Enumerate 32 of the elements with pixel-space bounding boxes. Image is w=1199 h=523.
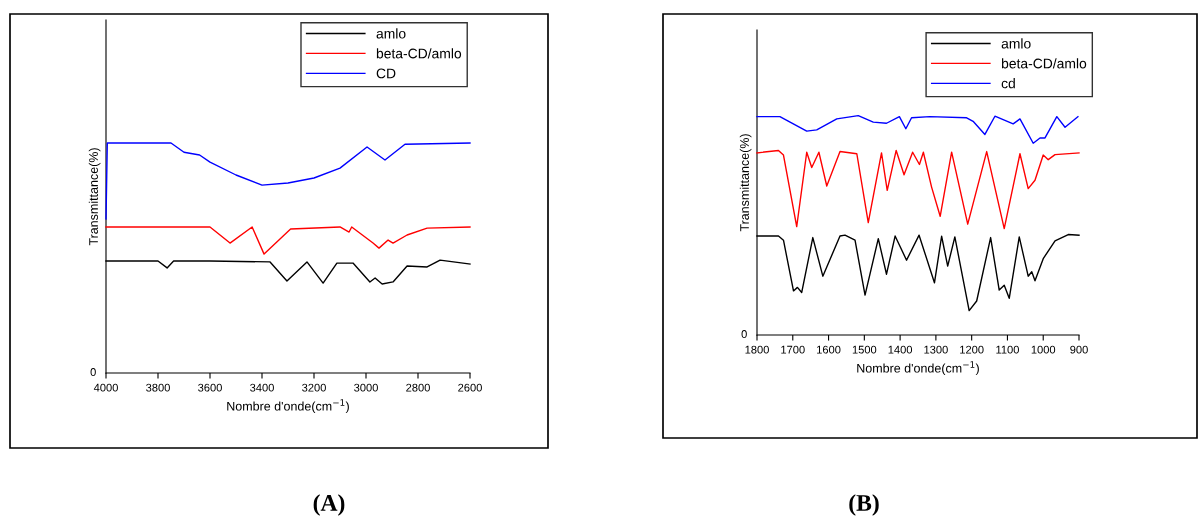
x-axis-title: Nombre d'onde(cm$^{−1}$) — [857, 361, 979, 376]
x-tick-label: 1300 — [924, 345, 948, 354]
legend-label: CD — [376, 68, 396, 79]
y-axis-title: Transmittance(%) — [739, 134, 752, 232]
x-tick-label: 1100 — [996, 345, 1019, 354]
y-axis-title: Transmittance(%) — [88, 148, 101, 246]
legend-label: cd — [1001, 78, 1015, 89]
legend-label: amlo — [1001, 38, 1031, 49]
x-tick-label: 900 — [1070, 345, 1088, 354]
x-tick-label: 2800 — [406, 383, 430, 392]
x-tick-label: 1700 — [781, 345, 805, 354]
x-tick-label: 3200 — [302, 383, 326, 392]
x-tick-label: 4000 — [93, 383, 118, 392]
text: 0 — [90, 368, 96, 376]
text: (B) — [849, 494, 879, 516]
x-tick-label: 1600 — [817, 345, 841, 354]
x-tick-label: 1400 — [888, 345, 913, 354]
text: 0 — [741, 330, 747, 338]
legend-label: beta-CD/amlo — [376, 48, 462, 59]
x-tick-label: 1500 — [852, 345, 877, 354]
x-tick-label: 1200 — [960, 345, 984, 354]
x-tick-label: 1000 — [1031, 345, 1056, 354]
text: (A) — [313, 494, 345, 516]
x-tick-label: 3000 — [354, 383, 378, 392]
x-tick-label: 3800 — [146, 383, 170, 392]
x-tick-label: 3400 — [250, 383, 274, 392]
x-tick-label: 1800 — [745, 345, 769, 354]
x-axis-title: Nombre d'onde(cm$^{−1}$) — [227, 399, 349, 414]
x-tick-label: 2600 — [458, 383, 482, 392]
legend-label: beta-CD/amlo — [1001, 58, 1087, 69]
x-tick-label: 3600 — [198, 383, 222, 392]
legend-label: amlo — [376, 28, 406, 39]
